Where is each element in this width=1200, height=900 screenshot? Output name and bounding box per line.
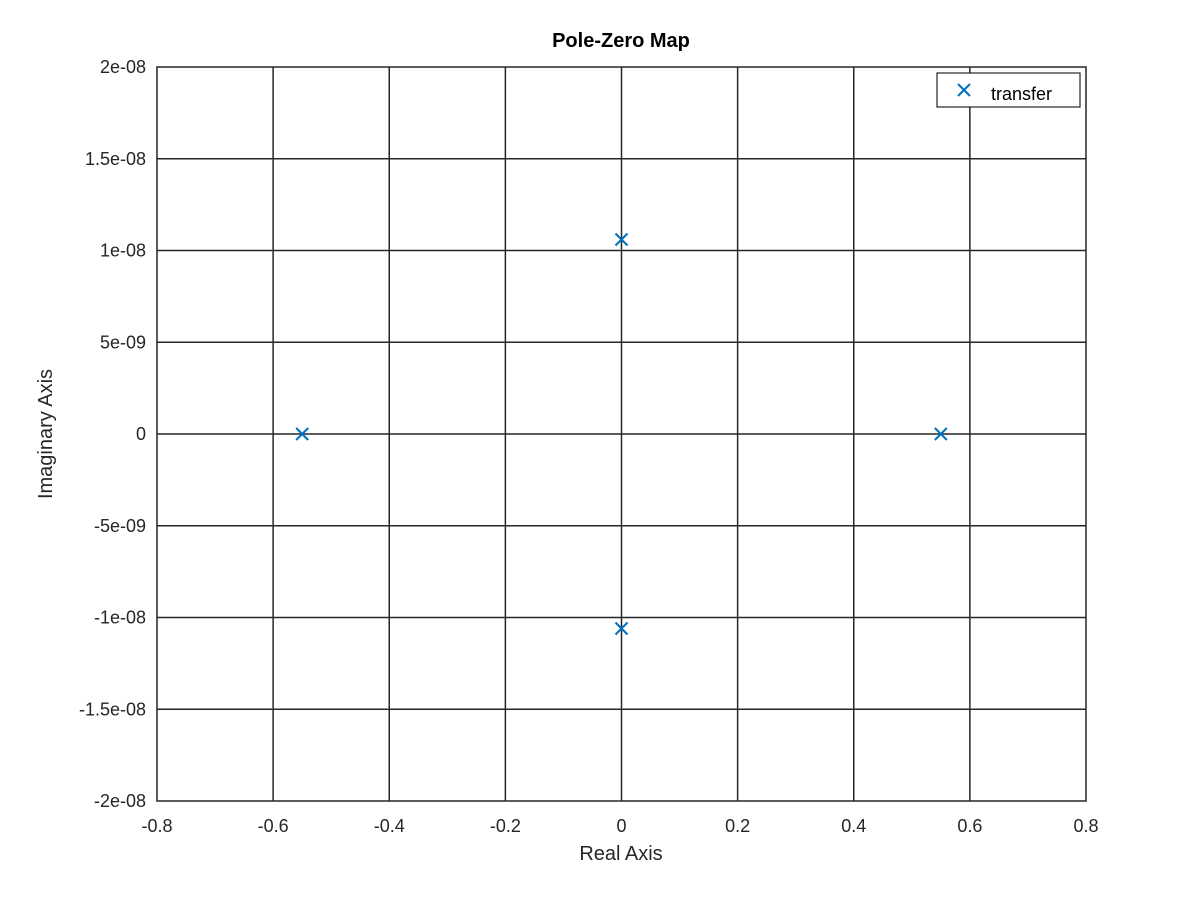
- chart-title: Pole-Zero Map: [552, 30, 690, 52]
- legend-box: [936, 72, 1081, 108]
- x-tick-label: 0.6: [957, 816, 982, 836]
- y-tick-labels: 2e-08 1.5e-08 1e-08 5e-09 0 -5e-09 -1e-08 -1.5e…: [79, 57, 146, 811]
- legend-label: transfer: [991, 84, 1052, 104]
- x-tick-label: 0.2: [725, 816, 750, 836]
- legend-x-icon: [957, 83, 971, 97]
- y-tick-label: 5e-09: [100, 332, 146, 352]
- pole-marker: [614, 232, 629, 247]
- y-tick-label: 2e-08: [100, 57, 146, 77]
- x-tick-label: -0.8: [141, 816, 172, 836]
- x-axis-label: Real Axis: [579, 843, 662, 865]
- y-tick-label: 1.5e-08: [85, 149, 146, 169]
- x-tick-label: 0.8: [1073, 816, 1098, 836]
- pole-marker: [614, 621, 629, 636]
- x-tick-label: 0: [616, 816, 626, 836]
- y-axis-label: Imaginary Axis: [35, 369, 57, 499]
- x-tick-label: -0.6: [258, 816, 289, 836]
- y-tick-label: -1.5e-08: [79, 699, 146, 719]
- pole-marker: [295, 427, 309, 441]
- data-points: [295, 232, 948, 636]
- y-tick-label: 1e-08: [100, 241, 146, 261]
- y-tick-label: 0: [136, 424, 146, 444]
- x-tick-labels: -0.8 -0.6 -0.4 -0.2 0 0.2 0.4 0.6 0.8: [141, 816, 1098, 836]
- legend: transfer: [936, 72, 1081, 108]
- plot-frame: [156, 66, 1087, 802]
- pole-marker: [934, 427, 948, 441]
- y-tick-label: -2e-08: [94, 791, 146, 811]
- grid: [157, 67, 1086, 801]
- x-tick-label: -0.4: [374, 816, 405, 836]
- y-tick-label: -1e-08: [94, 608, 146, 628]
- x-tick-label: -0.2: [490, 816, 521, 836]
- y-tick-label: -5e-09: [94, 516, 146, 536]
- legend-marker-x-icon: [957, 83, 971, 97]
- x-tick-label: 0.4: [841, 816, 866, 836]
